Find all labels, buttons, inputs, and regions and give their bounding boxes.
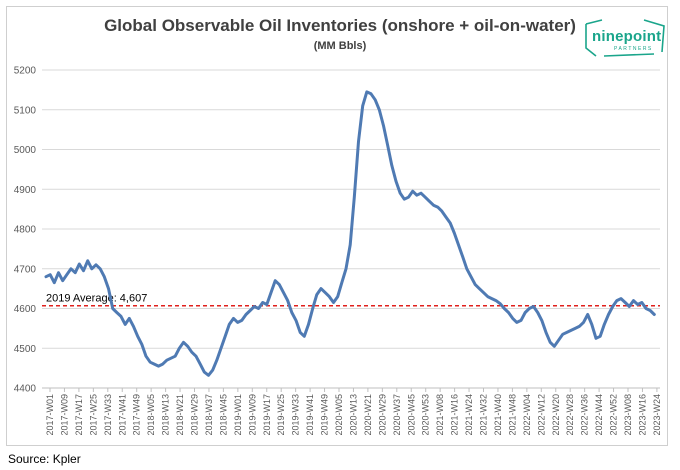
ninepoint-logo: ninepoint PARTNERS: [584, 18, 666, 58]
y-tick-label: 4600: [14, 304, 37, 315]
x-tick-label: 2017-W33: [103, 394, 113, 436]
logo-frame-icon: [585, 19, 665, 57]
y-tick-label: 4800: [14, 225, 37, 236]
x-tick-label: 2022-W28: [565, 394, 575, 436]
logo-wordmark: ninepoint: [592, 28, 662, 45]
x-tick-label: 2021-W24: [464, 394, 474, 436]
x-tick-label: 2020-W37: [392, 394, 402, 436]
x-tick-label: 2019-W41: [305, 394, 315, 436]
x-tick-label: 2017-W01: [45, 394, 55, 436]
y-tick-label: 4500: [14, 344, 37, 355]
x-tick-label: 2018-W37: [204, 394, 214, 436]
x-tick-label: 2022-W44: [594, 394, 604, 436]
x-tick-label: 2023-W16: [637, 394, 647, 436]
chart-frame: [6, 6, 668, 446]
x-tick-label: 2017-W41: [117, 394, 127, 436]
x-tick-label: 2020-W45: [406, 394, 416, 436]
y-tick-label: 5100: [14, 105, 37, 116]
source-note: Source: Kpler: [8, 452, 81, 466]
x-tick-label: 2022-W12: [536, 394, 546, 436]
x-tick-label: 2023-W08: [623, 394, 633, 436]
x-tick-label: 2019-W49: [320, 394, 330, 436]
chart-title: Global Observable Oil Inventories (onsho…: [104, 16, 576, 35]
inventory-series-line: [44, 90, 656, 377]
x-tick-label: 2023-W24: [652, 394, 662, 436]
y-tick-label: 4700: [14, 264, 37, 275]
x-tick-label: 2017-W49: [132, 394, 142, 436]
x-tick-label: 2020-W05: [334, 394, 344, 436]
x-tick-label: 2017-W09: [59, 394, 69, 436]
y-tick-label: 5200: [14, 66, 37, 77]
y-tick-label: 4900: [14, 185, 37, 196]
x-tick-label: 2019-W25: [276, 394, 286, 436]
x-tick-label: 2018-W29: [190, 394, 200, 436]
x-tick-label: 2020-W13: [348, 394, 358, 436]
x-tick-label: 2020-W21: [363, 394, 373, 436]
x-tick-label: 2021-W32: [479, 394, 489, 436]
x-tick-label: 2021-W40: [493, 394, 503, 436]
x-tick-label: 2018-W05: [146, 394, 156, 436]
x-tick-label: 2019-W33: [291, 394, 301, 436]
y-tick-label: 4400: [14, 384, 37, 395]
x-tick-label: 2021-W08: [435, 394, 445, 436]
x-tick-label: 2017-W25: [88, 394, 98, 436]
x-tick-label: 2019-W09: [247, 394, 257, 436]
x-tick-label: 2021-W48: [507, 394, 517, 436]
x-tick-label: 2019-W17: [262, 394, 272, 436]
x-tick-label: 2019-W01: [233, 394, 243, 436]
x-tick-label: 2018-W13: [161, 394, 171, 436]
x-tick-label: 2020-W29: [377, 394, 387, 436]
logo-subtext: PARTNERS: [614, 46, 653, 52]
x-tick-label: 2020-W53: [421, 394, 431, 436]
y-tick-label: 5000: [14, 145, 37, 156]
x-tick-label: 2022-W52: [609, 394, 619, 436]
x-tick-label: 2022-W36: [580, 394, 590, 436]
x-tick-label: 2021-W16: [450, 394, 460, 436]
x-tick-label: 2018-W45: [218, 394, 228, 436]
x-tick-label: 2018-W21: [175, 394, 185, 436]
x-tick-label: 2022-W04: [522, 394, 532, 436]
reference-line-label: 2019 Average: 4,607: [46, 293, 147, 305]
x-tick-label: 2017-W17: [74, 394, 84, 436]
x-tick-label: 2022-W20: [551, 394, 561, 436]
chart-subtitle: (MM Bbls): [313, 40, 367, 52]
